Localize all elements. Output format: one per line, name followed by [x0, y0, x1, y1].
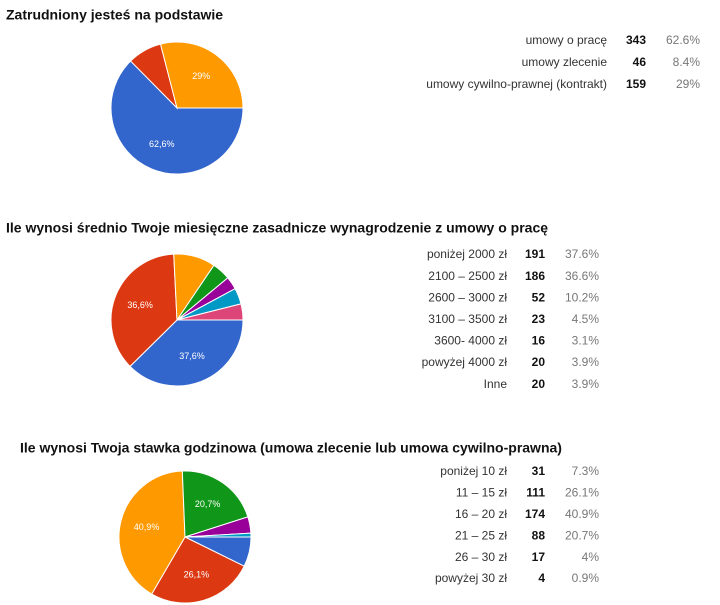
legend-label: 2600 – 3000 zł — [428, 290, 507, 304]
percent: 3.9% — [572, 355, 600, 369]
count: 52 — [532, 290, 546, 304]
pie-slice — [181, 470, 249, 538]
legend-label: umowy o pracę — [526, 33, 608, 47]
legend-label: Inne — [484, 377, 508, 391]
pie-slice — [129, 319, 244, 387]
legend-label: 16 – 20 zł — [455, 507, 507, 521]
legend-label: powyżej 30 zł — [435, 571, 507, 585]
percent: 26.1% — [565, 486, 599, 500]
slice-label: 62,6% — [149, 139, 175, 149]
count: 20 — [532, 377, 546, 391]
pie-slice — [184, 532, 252, 538]
count: 4 — [538, 571, 545, 585]
percent: 62.6% — [666, 33, 700, 47]
slice-label: 36,6% — [127, 300, 153, 310]
legend-label: 3600- 4000 zł — [434, 334, 507, 348]
slice-label: 20,7% — [195, 499, 221, 509]
legend-label: poniżej 10 zł — [440, 464, 507, 478]
percent: 29% — [676, 77, 700, 91]
percent: 37.6% — [565, 247, 599, 261]
legend-label: umowy cywilno-prawnej (kontrakt) — [426, 77, 607, 91]
slice-label: 40,9% — [134, 522, 160, 532]
count: 159 — [626, 77, 646, 91]
pie-slice — [159, 41, 244, 109]
percent: 10.2% — [565, 290, 599, 304]
legend-label: umowy zlecenie — [522, 55, 608, 69]
count: 23 — [532, 312, 546, 326]
percent: 4.5% — [572, 312, 600, 326]
count: 46 — [633, 55, 647, 69]
count: 20 — [532, 355, 546, 369]
chart-title: Ile wynosi Twoja stawka godzinowa (umowa… — [20, 440, 562, 456]
count: 17 — [532, 550, 546, 564]
legend-label: 11 – 15 zł — [456, 486, 507, 500]
legend-label: poniżej 2000 zł — [427, 247, 507, 261]
count: 186 — [525, 269, 545, 283]
legend-label: 2100 – 2500 zł — [428, 269, 507, 283]
count: 16 — [532, 334, 546, 348]
percent: 7.3% — [572, 464, 600, 478]
percent: 4% — [582, 550, 600, 564]
pie-slice — [118, 470, 186, 595]
pie-slice — [151, 536, 245, 604]
chart-title: Ile wynosi średnio Twoje miesięczne zasa… — [6, 220, 548, 236]
count: 111 — [526, 486, 545, 500]
count: 174 — [525, 507, 545, 521]
legend-label: 3100 – 3500 zł — [428, 312, 507, 326]
pie-slice — [176, 303, 244, 321]
legend-label: 26 – 30 zł — [455, 550, 507, 564]
percent: 3.1% — [572, 334, 600, 348]
chart-title: Zatrudniony jesteś na podstawie — [6, 7, 223, 23]
percent: 8.4% — [673, 55, 701, 69]
count: 31 — [532, 464, 546, 478]
slice-label: 37,6% — [179, 351, 205, 361]
pie-slice — [110, 253, 178, 368]
count: 191 — [525, 247, 545, 261]
legend-label: 21 – 25 zł — [455, 528, 507, 542]
count: 343 — [626, 33, 646, 47]
percent: 20.7% — [565, 528, 599, 542]
percent: 36.6% — [565, 269, 599, 283]
count: 88 — [532, 528, 546, 542]
pie-slice — [110, 60, 244, 175]
slice-label: 29% — [192, 71, 210, 81]
percent: 40.9% — [565, 507, 599, 521]
percent: 3.9% — [572, 377, 600, 391]
legend-label: powyżej 4000 zł — [422, 355, 508, 369]
slice-label: 26,1% — [184, 569, 210, 579]
percent: 0.9% — [572, 571, 600, 585]
